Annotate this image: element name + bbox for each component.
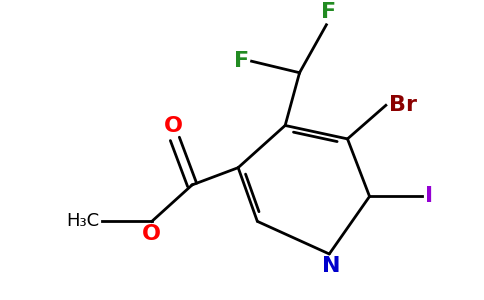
- Text: F: F: [234, 51, 249, 71]
- Text: N: N: [322, 256, 340, 276]
- Text: O: O: [164, 116, 182, 136]
- Text: H₃C: H₃C: [66, 212, 99, 230]
- Text: O: O: [142, 224, 161, 244]
- Text: I: I: [425, 186, 433, 206]
- Text: Br: Br: [389, 95, 417, 115]
- Text: F: F: [321, 2, 336, 22]
